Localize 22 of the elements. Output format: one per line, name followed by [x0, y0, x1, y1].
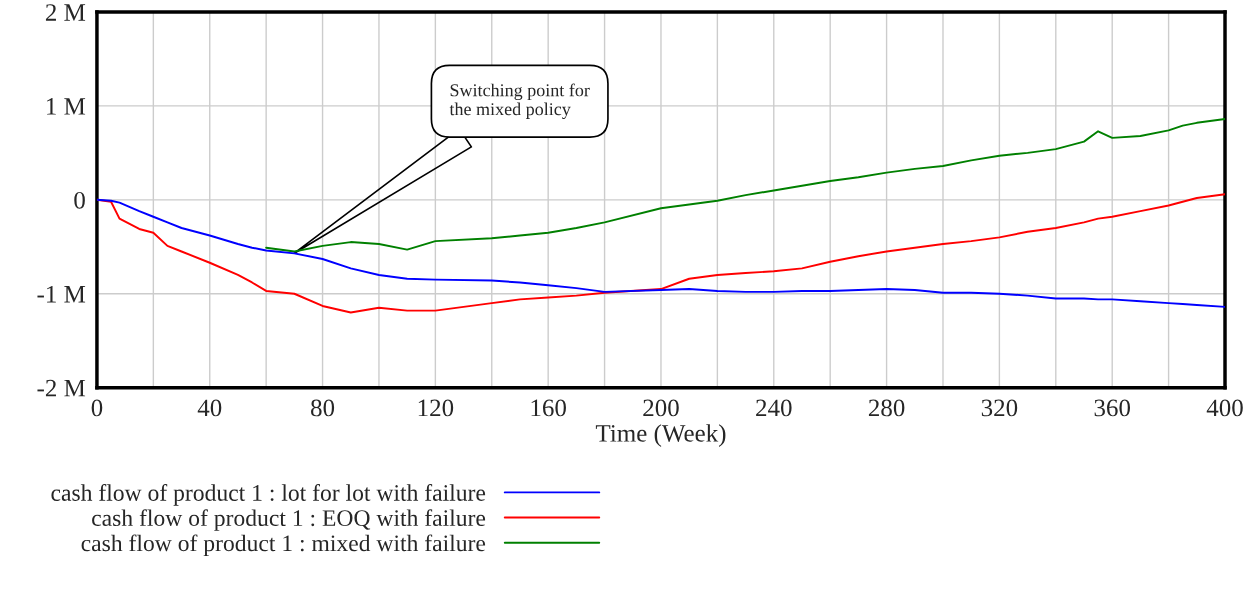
y-tick-label: 0 — [74, 191, 85, 209]
x-tick-label: 160 — [531, 399, 566, 417]
legend-label: cash flow of product 1 : lot for lot with failure — [51, 484, 486, 506]
y-tick-label: -1 M — [37, 285, 86, 303]
x-axis-title: Time (Week) — [595, 424, 726, 447]
y-tick-label: 2 M — [45, 4, 86, 21]
x-tick-label: 320 — [981, 399, 1018, 417]
x-tick-label: 80 — [311, 399, 335, 417]
x-tick-label: 240 — [756, 399, 792, 417]
x-tick-label: 200 — [643, 399, 679, 417]
x-tick-label: 400 — [1206, 399, 1243, 417]
line-series — [265, 118, 1226, 253]
y-tick-label: 1 M — [47, 98, 86, 115]
x-tick-label: 360 — [1094, 399, 1130, 417]
x-tick-label: 0 — [91, 399, 103, 417]
legend-label: cash flow of product 1 : EOQ with failure — [92, 509, 486, 531]
x-tick-label: 280 — [868, 399, 905, 417]
x-tick-label: 40 — [197, 399, 222, 417]
x-tick-label: 120 — [418, 399, 454, 417]
annotation: Switching point for the mixed policy — [449, 83, 590, 119]
legend-label: cash flow of product 1 : mixed with failure — [81, 534, 486, 557]
y-tick-label: -2 M — [37, 379, 86, 397]
